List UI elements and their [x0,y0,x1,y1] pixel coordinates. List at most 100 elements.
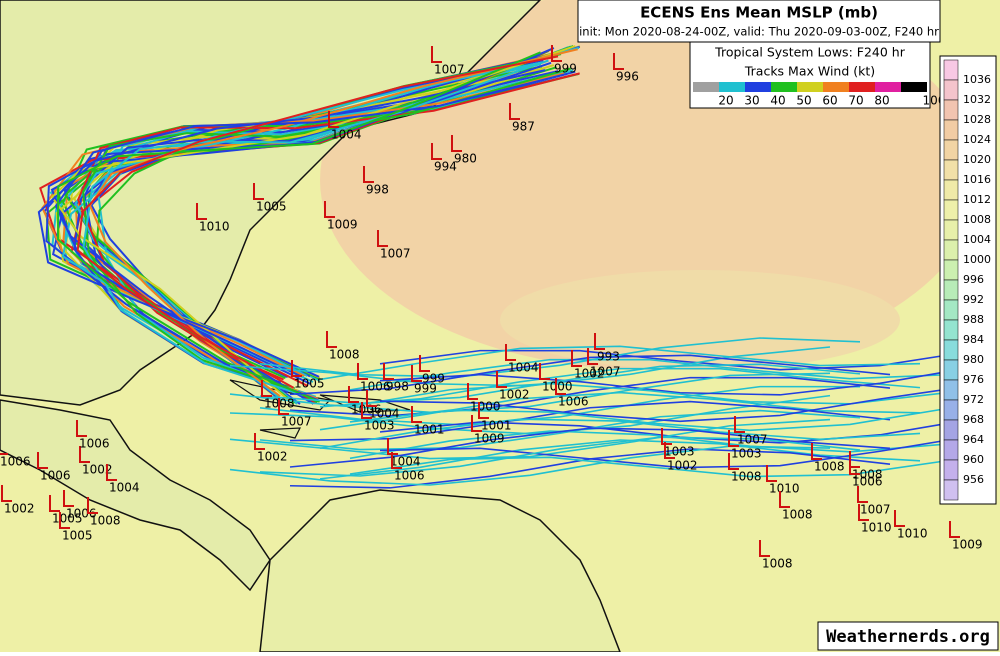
low-label: 1007 [281,415,312,429]
track [379,433,981,469]
low-label: 1006 [0,455,31,469]
low-symbol [734,416,745,433]
track [289,354,891,396]
colorbar: 1036 1032 1028 1024 1020 1016 1012 1008 1004 1000… [943,59,991,501]
low-label: 1008 [762,557,793,571]
low-label: 1001 [481,419,512,433]
wind-color [849,82,875,92]
colorbar-label: 956 [963,473,984,486]
track [76,55,559,389]
colorbar-label: 968 [963,413,984,426]
low-symbol [63,490,74,507]
wind-color [797,82,823,92]
low-label: 1008 [731,470,762,484]
low-symbol [1,485,12,502]
low-label: 1006 [40,469,71,483]
low-symbol [324,201,335,218]
low-symbol [849,458,860,475]
colorbar-cell [943,159,959,181]
low-symbol [411,406,422,423]
low-label: 1005 [294,377,325,391]
low-label: 996 [616,70,639,84]
wind-color [745,82,771,92]
colorbar-cell [943,479,959,501]
colorbar-cell [943,259,959,281]
low-label: 1008 [782,508,813,522]
low-symbol [509,103,520,120]
track [37,69,546,378]
colorbar-label: 1008 [963,213,991,226]
track [259,436,861,477]
colorbar-label: 1036 [963,73,991,86]
track [229,418,831,460]
low-symbol [363,166,374,183]
low-label: 1009 [952,538,983,552]
colorbar-label: 972 [963,393,984,406]
track [379,349,981,371]
colorbar-label: 984 [963,333,984,346]
low-label: 1007 [380,247,411,261]
low-label: 1004 [369,407,400,421]
low-label: 1008 [90,514,121,528]
low-label: 1004 [109,481,140,495]
low-label: 1010 [199,220,230,234]
low-symbol [894,510,905,527]
low-label: 1008 [329,348,360,362]
low-symbol [254,433,265,450]
low-label: 980 [454,152,477,166]
colorbar-label: 1024 [963,133,991,146]
low-symbol [779,491,790,508]
low-symbol [949,521,960,538]
track [289,427,891,468]
low-label: 1006 [558,395,589,409]
track [39,48,552,405]
track [82,59,549,397]
low-symbol [253,183,264,200]
low-label: 1007 [737,433,768,447]
low-symbol [478,402,489,419]
colorbar-cell [943,239,959,261]
low-symbol [431,46,442,63]
low-symbol [387,438,398,455]
colorbar-label: 1000 [963,253,991,266]
colorbar-label: 1004 [963,233,991,246]
colorbar-cell [943,419,959,441]
low-symbol [59,512,70,529]
colorbar-label: 988 [963,313,984,326]
wind-label: 20 [718,94,733,108]
low-symbol [661,428,672,445]
low-symbol [391,452,402,469]
track [349,358,951,391]
wind-label: 50 [796,94,811,108]
low-label: 1003 [364,419,395,433]
low-label: 1010 [769,482,800,496]
low-symbol [551,45,562,62]
track [319,391,921,431]
low-label: 1004 [508,361,539,375]
low-label: 999 [422,372,445,386]
wind-color [823,82,849,92]
low-label: 1008 [852,468,883,482]
track [229,394,831,435]
low-label: 993 [597,350,620,364]
central-america [0,399,271,592]
low-label: 1009 [327,218,358,232]
colorbar-cell [943,139,959,161]
track [289,400,891,442]
colorbar-cell [943,399,959,421]
low-label: 1000 [470,400,501,414]
track [319,418,921,450]
low-symbol [471,415,482,432]
low-label: 1003 [664,445,695,459]
high-pressure-area [500,270,900,370]
wind-label: 80 [874,94,889,108]
low-label: 1006 [79,437,110,451]
low-symbol [857,486,868,503]
low-label: 999 [414,382,437,396]
low-symbol [383,363,394,380]
colorbar-cell [943,59,959,81]
low-label: 998 [366,183,389,197]
low-label: 987 [512,120,535,134]
colorbar-cell [943,339,959,361]
